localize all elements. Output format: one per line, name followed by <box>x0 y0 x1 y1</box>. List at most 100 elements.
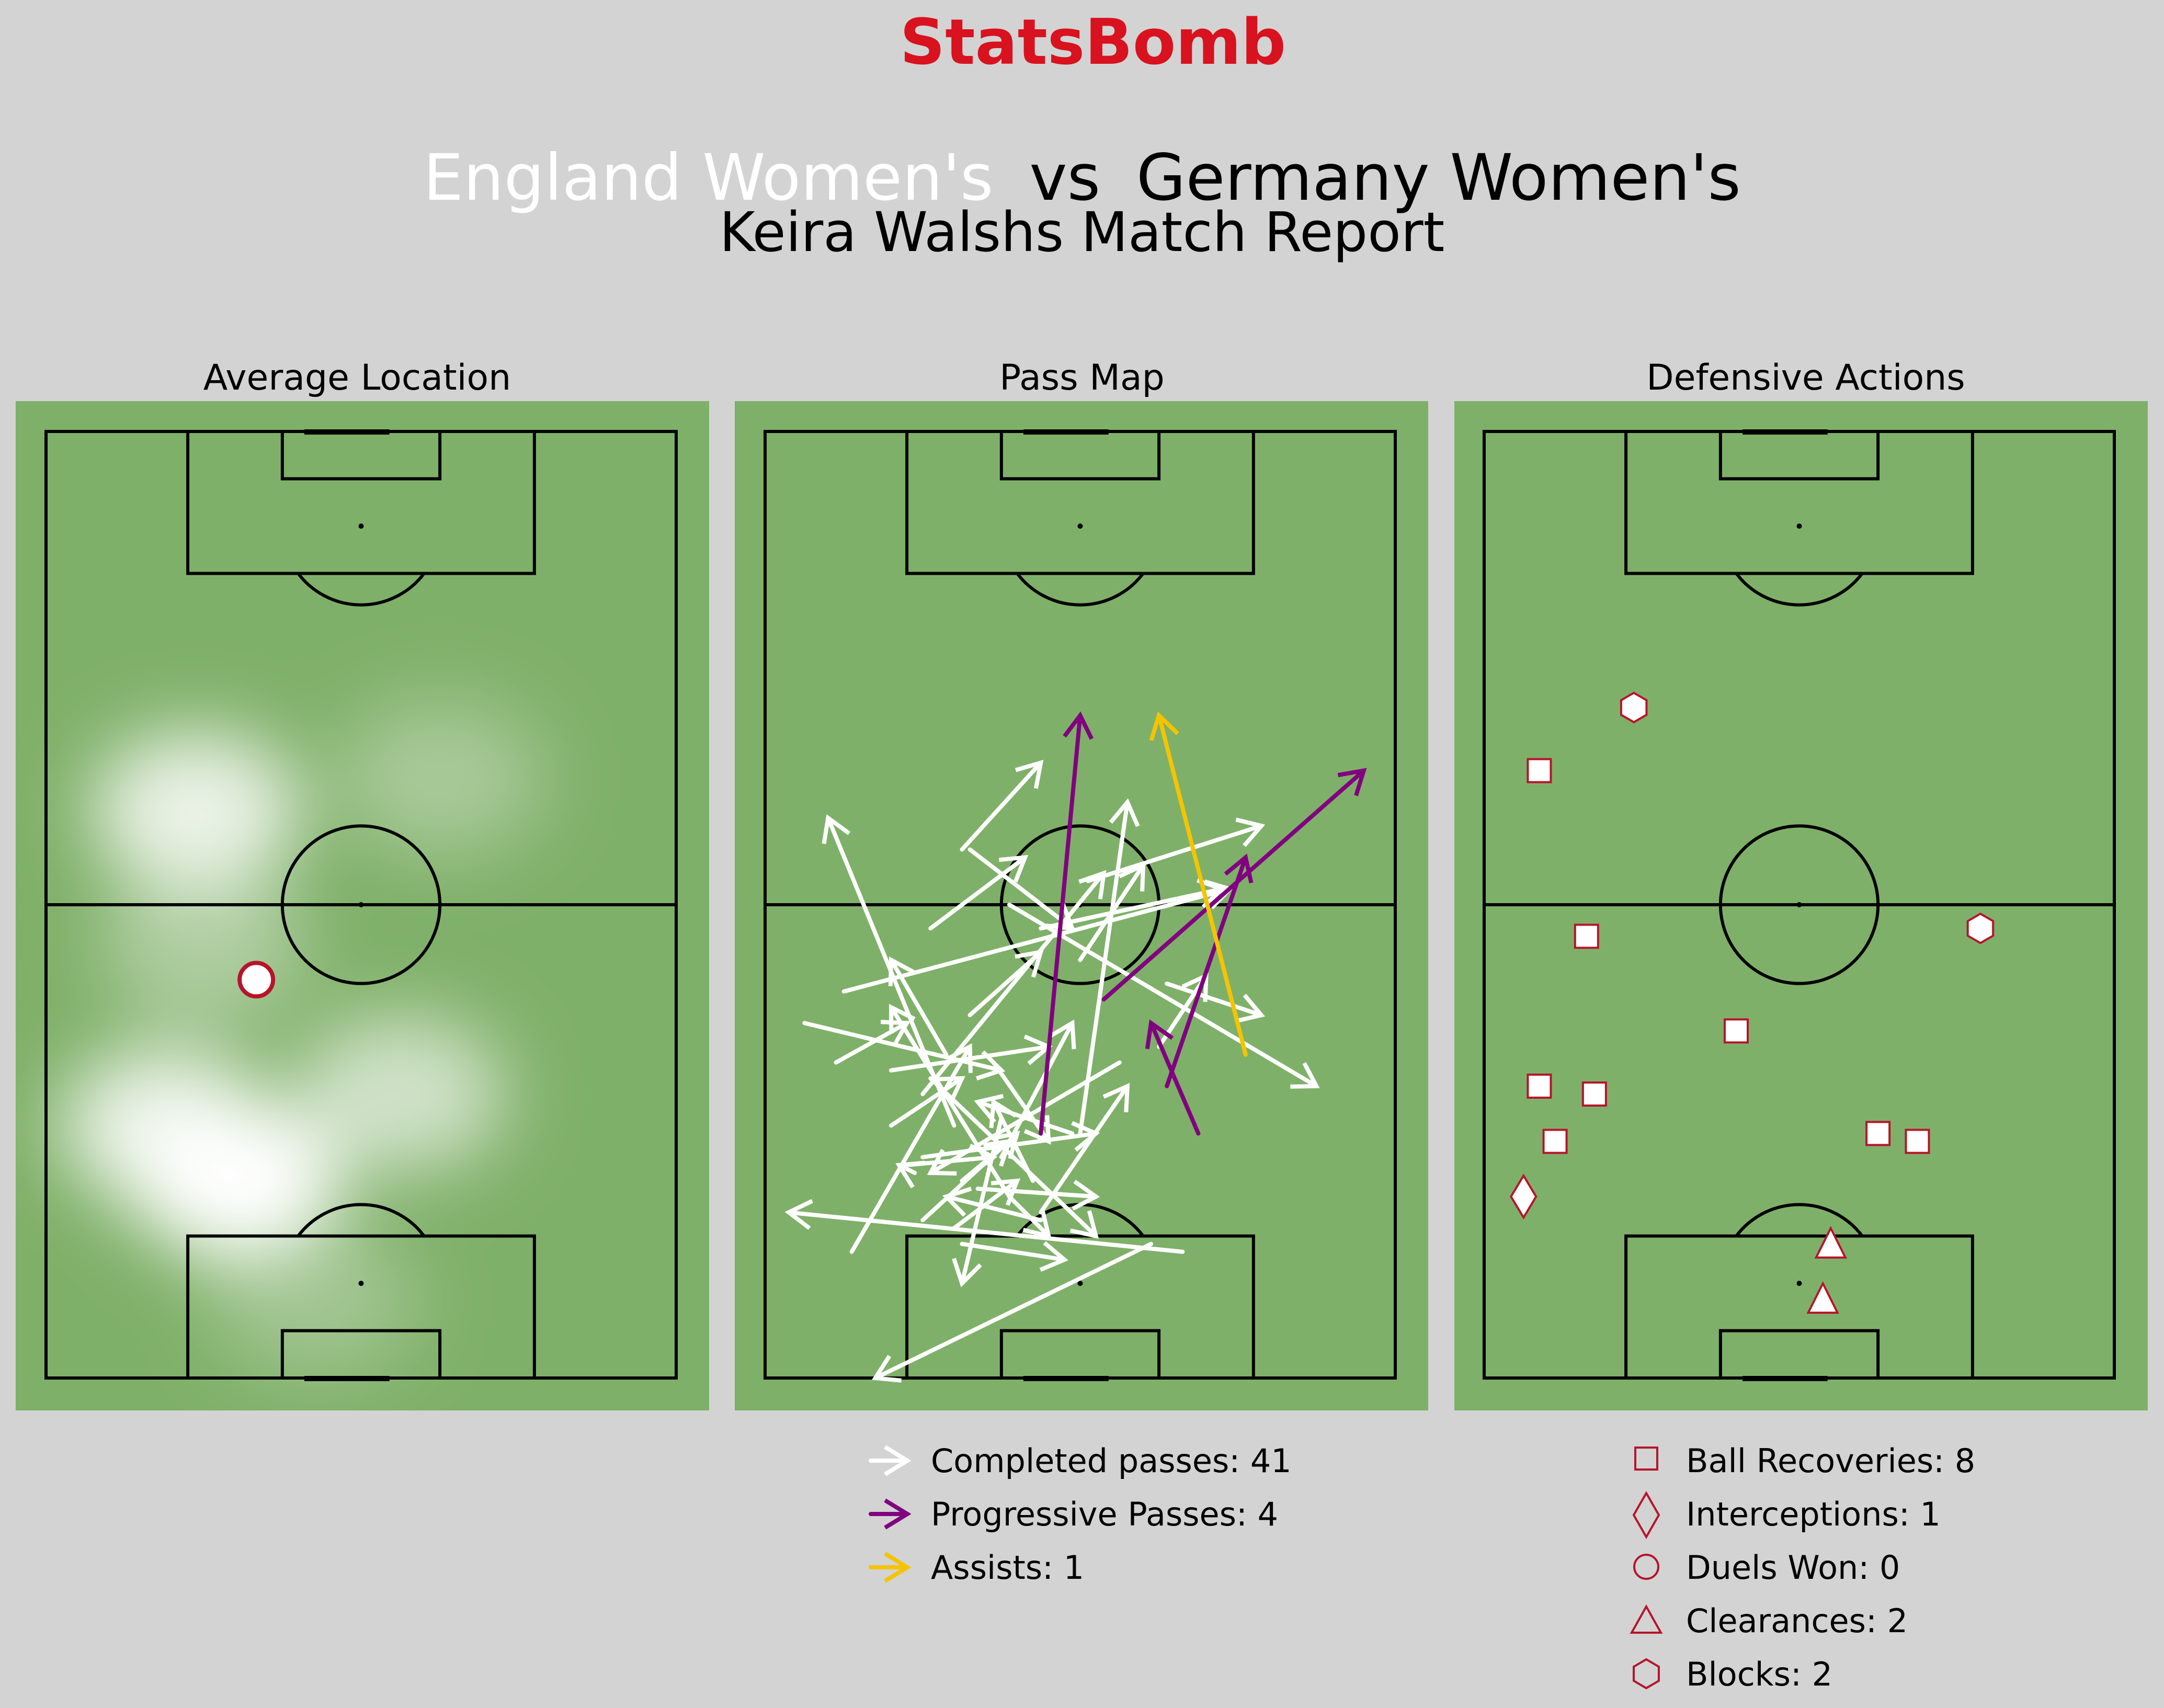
completed-pass-arrow-head <box>927 1148 957 1176</box>
completed-pass-arrow-head <box>1015 759 1044 789</box>
centre-circle <box>1718 824 1880 985</box>
clearance-marker <box>1806 1281 1839 1314</box>
legend-progressive-label: Progressive Passes: 4 <box>931 1495 1278 1533</box>
pass-arrows <box>784 711 1367 1383</box>
legend-blocks-label: Blocks: 2 <box>1686 1655 1832 1693</box>
top-penalty-spot <box>358 523 364 529</box>
bottom-goal <box>304 1376 390 1381</box>
legend-interceptions-label: Interceptions: 1 <box>1686 1495 1941 1533</box>
legend-arrow-head <box>884 1445 912 1476</box>
completed-pass-arrow-head <box>871 1354 902 1383</box>
completed-pass-arrow-head <box>1015 949 1044 978</box>
completed-pass-arrow-shaft <box>1078 800 1130 1136</box>
panel-title-pass-map: Pass Map <box>999 357 1165 398</box>
completed-pass-arrow-head <box>1049 1019 1076 1050</box>
completed-pass-arrow <box>802 1021 1006 1081</box>
completed-pass-arrow-head <box>1102 1083 1130 1113</box>
completed-pass-arrow-head <box>784 1199 813 1230</box>
heat-blob <box>91 732 301 889</box>
legend-arrow <box>869 1498 912 1530</box>
progressive-pass-arrow <box>1145 1019 1201 1136</box>
completed-pass-arrow-head <box>998 855 1029 883</box>
completed-pass-arrow-shaft <box>834 1021 909 1065</box>
heat-blob <box>99 866 309 1023</box>
completed-pass-arrow-head <box>936 1076 965 1103</box>
completed-pass-arrow <box>942 1187 1043 1223</box>
completed-pass-arrow <box>999 1019 1076 1159</box>
triangle-icon <box>1630 1604 1663 1634</box>
assist-pass-arrow-shaft <box>1157 713 1248 1057</box>
completed-pass-arrow <box>1165 981 1266 1023</box>
completed-pass-arrow-head <box>974 1094 1004 1123</box>
completed-pass-arrow-head <box>822 814 851 845</box>
bottom-penalty-spot <box>358 1281 364 1286</box>
ball-recovery-marker <box>1865 1121 1891 1146</box>
completed-pass-arrow-shaft <box>991 1100 1035 1183</box>
ball-recovery-marker <box>1574 924 1599 949</box>
bottom-penalty-arc <box>297 1203 426 1237</box>
progressive-pass-arrow <box>1039 711 1094 1136</box>
completed-pass-arrow-head <box>1290 1062 1320 1089</box>
ball-recovery-marker <box>1527 758 1552 783</box>
bottom-goal <box>1023 1376 1109 1381</box>
legend-ball-recoveries-label: Ball Recoveries: 8 <box>1686 1442 1975 1480</box>
completed-pass-arrow-head <box>1069 1210 1099 1239</box>
completed-pass-arrow <box>960 759 1044 852</box>
bottom-penalty-spot <box>1796 1281 1802 1286</box>
ball-recovery-marker <box>1542 1129 1568 1154</box>
legend-clearances-label: Clearances: 2 <box>1686 1602 1908 1640</box>
completed-pass-arrow <box>975 1179 1100 1211</box>
assist-pass-arrow <box>1149 711 1248 1057</box>
average-position-marker <box>237 961 276 999</box>
completed-pass-arrow <box>889 1076 965 1128</box>
legend-completed-arrow-icon <box>869 1445 912 1476</box>
completed-pass-arrow-head <box>983 1138 1012 1167</box>
home-team-name: England Women's <box>423 141 994 215</box>
completed-pass-arrow-head <box>976 1050 1006 1081</box>
assist-pass-arrow-head <box>1149 711 1179 741</box>
average-position-layer <box>237 961 276 999</box>
completed-pass-arrow-shaft <box>1078 863 1145 962</box>
diamond-icon <box>1632 1490 1660 1540</box>
legend-progressive-arrow-icon <box>869 1498 912 1530</box>
completed-pass-arrow-shaft <box>967 847 1075 931</box>
completed-pass-arrow <box>1078 798 1140 1136</box>
centre-spot <box>1796 902 1802 907</box>
bottom-penalty-spot <box>1077 1281 1083 1286</box>
completed-pass-arrow-head <box>1235 994 1266 1023</box>
completed-pass-arrow-shaft <box>873 1242 1154 1380</box>
clearance-marker <box>1814 1226 1847 1259</box>
completed-pass-arrow <box>888 956 949 1057</box>
progressive-pass-arrow-head <box>1337 768 1367 796</box>
top-penalty-spot <box>1796 523 1802 529</box>
completed-pass-arrow <box>834 1020 910 1065</box>
completed-pass-arrow-head <box>1235 817 1266 847</box>
centre-spot <box>358 902 364 907</box>
completed-pass-arrow-shaft <box>787 1210 1185 1254</box>
completed-pass-arrow <box>1007 1194 1052 1239</box>
completed-pass-arrow <box>960 1241 1068 1272</box>
completed-pass-arrow-shaft <box>1165 981 1263 1018</box>
completed-pass-arrow <box>928 1076 1099 1239</box>
report-subtitle: Keira Walshs Match Report <box>720 200 1445 264</box>
completed-pass-arrow-shaft <box>999 1021 1075 1159</box>
heat-blob <box>209 1221 419 1378</box>
top-penalty-spot <box>1077 523 1083 529</box>
hexagon-icon <box>1633 1658 1660 1690</box>
completed-pass-arrow-shaft <box>1086 824 1263 883</box>
completed-pass-arrow-head <box>1072 1179 1100 1211</box>
completed-pass-arrow-head <box>1022 1210 1052 1239</box>
completed-pass-arrow-head <box>881 1020 910 1047</box>
completed-pass-arrow <box>974 1094 1075 1136</box>
completed-pass-arrow-shaft <box>889 1044 1051 1073</box>
bottom-penalty-arc <box>1735 1203 1864 1237</box>
completed-pass-arrow-shaft <box>928 855 1028 931</box>
completed-pass-arrow-head <box>1039 1241 1068 1272</box>
legend-completed-label: Completed passes: 41 <box>931 1442 1292 1480</box>
match-title: England Women's vs Germany Women's <box>423 141 1741 215</box>
legend-arrow-head <box>884 1552 912 1583</box>
progressive-pass-arrow-head <box>1063 711 1094 740</box>
top-goal <box>1742 429 1828 435</box>
panel-title-defensive-actions: Defensive Actions <box>1646 357 1965 398</box>
completed-pass-arrow <box>960 1138 1012 1183</box>
